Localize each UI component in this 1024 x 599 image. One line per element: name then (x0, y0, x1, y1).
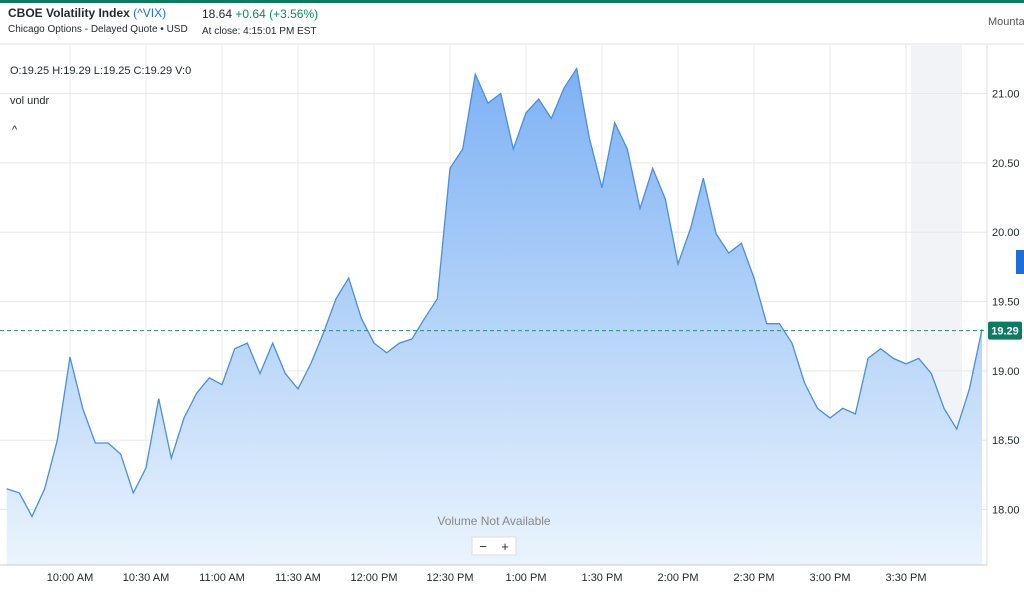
top-strip (0, 0, 1024, 3)
ohlcv: O:19.25 H:19.29 L:19.25 C:19.29 V:0 (10, 65, 191, 77)
y-tick-label: 18.00 (992, 505, 1020, 517)
quote-title: CBOE Volatility Index (^VIX) (8, 6, 166, 20)
y-tick-label: 19.50 (992, 297, 1020, 309)
area-fill (6, 68, 982, 565)
side-tab[interactable] (1016, 250, 1024, 274)
zoom-box (471, 536, 517, 556)
x-tick-label: 10:00 AM (47, 572, 93, 584)
exchange: Chicago Options - Delayed Quote • USD (8, 24, 188, 35)
zoom-in[interactable]: + (501, 539, 509, 554)
indicator: vol undr (10, 95, 49, 107)
x-tick-label: 1:30 PM (582, 572, 623, 584)
timezone[interactable]: Mounta (988, 16, 1024, 28)
x-tick-label: 12:30 PM (426, 572, 473, 584)
x-tick-label: 3:30 PM (886, 572, 927, 584)
price-line (6, 66, 983, 518)
zoom-out[interactable]: − (479, 539, 487, 554)
x-tick-label: 2:30 PM (734, 572, 775, 584)
x-tick-label: 11:00 AM (199, 572, 245, 584)
price: 18.64 +0.64 (+3.56%) (202, 7, 318, 21)
x-tick-label: 2:00 PM (658, 572, 699, 584)
quote-symbol: (^VIX) (133, 6, 166, 20)
reference-label: 19.29 (991, 326, 1019, 338)
close-time: At close: 4:15:01 PM EST (202, 26, 317, 37)
y-tick-label: 20.00 (992, 227, 1020, 239)
x-tick-label: 10:30 AM (123, 572, 169, 584)
price-change: +0.64 (235, 7, 266, 21)
y-tick-label: 20.50 (992, 158, 1020, 170)
y-tick-label: 19.00 (992, 366, 1020, 378)
volume-note: Volume Not Available (437, 514, 551, 528)
reference-badge (988, 321, 1022, 340)
price-change-percent: (+3.56%) (269, 7, 318, 21)
quote-name: CBOE Volatility Index (8, 6, 130, 20)
collapse-toggle[interactable]: ^ (12, 124, 18, 136)
x-tick-label: 1:00 PM (506, 572, 547, 584)
last-price: 18.64 (202, 7, 232, 21)
x-tick-label: 11:30 AM (275, 572, 321, 584)
y-tick-label: 18.50 (992, 435, 1020, 447)
x-tick-label: 3:00 PM (810, 572, 851, 584)
y-tick-label: 21.00 (992, 89, 1020, 101)
x-tick-label: 12:00 PM (350, 572, 397, 584)
